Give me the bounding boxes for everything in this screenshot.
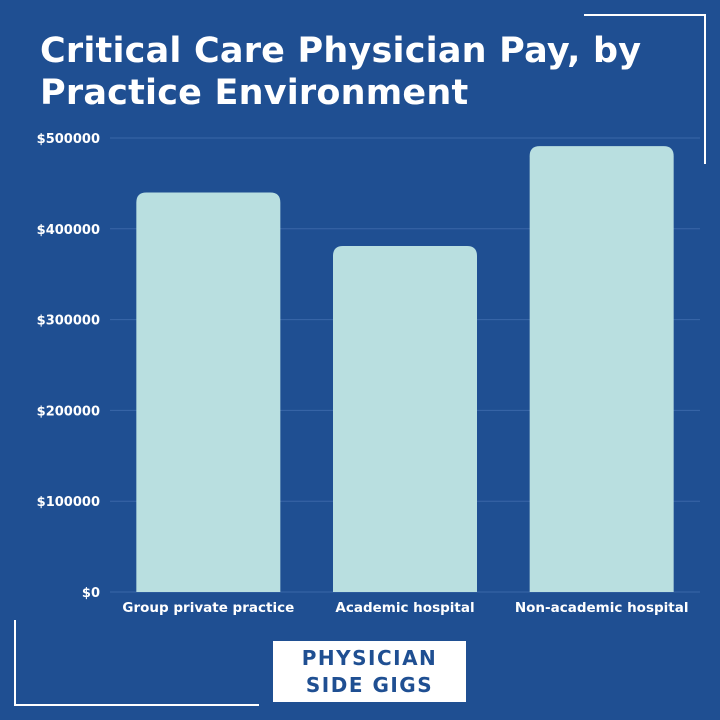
- bar-academic-hospital: [333, 246, 477, 592]
- x-axis-ticks: Group private practice Academic hospital N…: [122, 600, 688, 616]
- y-tick-label: $0: [82, 586, 100, 601]
- logo-line-2: SIDE GIGS: [305, 673, 434, 697]
- frame-corner-bottom-v: [14, 620, 16, 706]
- y-tick-label: $300000: [37, 314, 100, 329]
- y-tick-label: $200000: [37, 404, 100, 419]
- x-tick-label: Group private practice: [122, 600, 294, 616]
- chart-title: Critical Care Physician Pay, by Practice…: [40, 31, 642, 113]
- bars: [136, 146, 674, 593]
- physician-side-gigs-logo: PHYSICIAN SIDE GIGS: [273, 641, 466, 702]
- y-tick-label: $400000: [37, 223, 100, 238]
- y-axis-ticks: $0 $100000 $200000 $300000 $400000 $500000: [37, 132, 100, 601]
- frame-corner-bottom-h: [14, 704, 259, 706]
- logo-line-1: PHYSICIAN: [301, 646, 438, 670]
- frame-corner-top-v: [704, 14, 706, 164]
- x-tick-label: Non-academic hospital: [515, 600, 689, 616]
- bar-group-private-practice: [136, 192, 281, 593]
- x-tick-label: Academic hospital: [335, 600, 474, 616]
- y-tick-label: $500000: [37, 132, 100, 147]
- bar-non-academic-hospital: [529, 146, 674, 592]
- y-tick-label: $100000: [37, 495, 100, 510]
- frame-corner-top-h: [584, 14, 706, 16]
